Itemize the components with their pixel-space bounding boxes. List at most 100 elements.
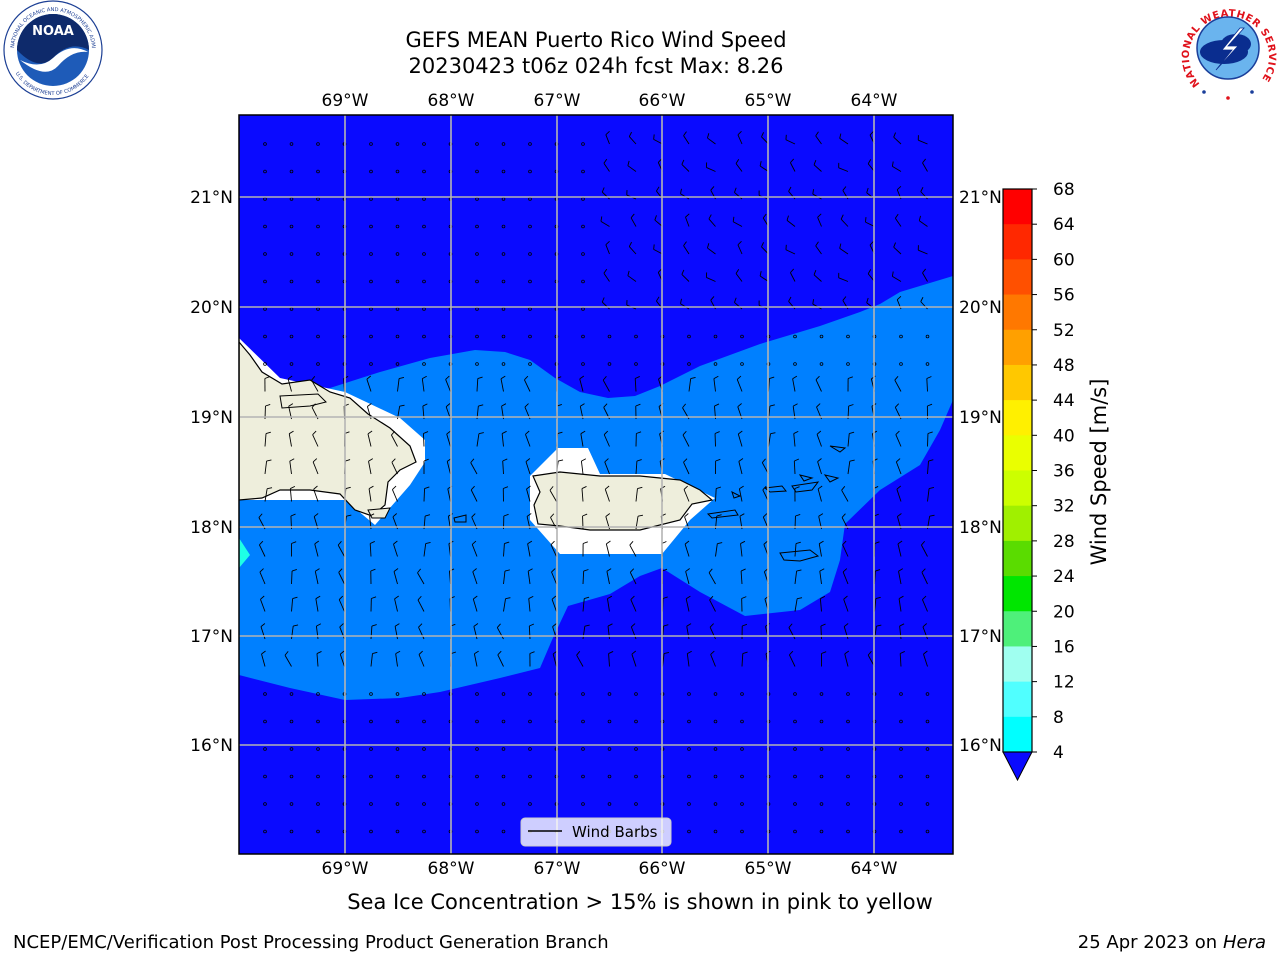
wind-barb	[926, 378, 928, 392]
wind-barb-flag	[346, 514, 352, 517]
wind-barb-flag	[866, 187, 869, 193]
wind-barb	[839, 138, 849, 145]
calm-barb	[819, 802, 824, 806]
calm-barb	[501, 142, 506, 146]
calm-barb	[369, 719, 373, 724]
wind-barb	[683, 489, 690, 502]
calm-barb	[395, 334, 400, 339]
graticule	[239, 115, 953, 854]
wind-barb-flag	[815, 375, 820, 381]
wind-barb-flag	[762, 485, 767, 491]
wind-barb-flag	[504, 569, 510, 572]
wind-barb	[284, 655, 292, 667]
wind-barb-flag	[367, 403, 372, 407]
wind-barb	[847, 461, 851, 475]
wind-barb-flag	[605, 130, 610, 136]
calm-barb	[528, 252, 532, 256]
calm-barb	[846, 774, 850, 779]
wind-barb-flag	[628, 241, 632, 247]
wind-barb	[817, 461, 822, 475]
wind-barb-flag	[656, 186, 660, 192]
wind-barb-flag	[528, 595, 534, 599]
wind-barb-flag	[627, 160, 630, 166]
wind-barb-flag	[929, 514, 935, 517]
wind-barb-flag	[524, 375, 529, 381]
calm-barb	[740, 802, 744, 806]
calm-barb	[289, 362, 294, 366]
wind-barb	[898, 598, 902, 612]
wind-barb-flag	[734, 297, 737, 303]
wind-barb	[629, 572, 637, 585]
wind-barb	[627, 165, 637, 172]
calm-barb	[899, 829, 903, 834]
wind-barb-flag	[713, 375, 719, 379]
calm-barb	[687, 774, 691, 779]
wind-barb	[838, 167, 849, 172]
wind-barb	[792, 378, 796, 392]
wind-barb-flag	[605, 513, 611, 517]
wind-barb-flag	[737, 403, 742, 408]
wind-barb-flag	[316, 623, 322, 627]
calm-barb	[925, 747, 930, 751]
wind-barb-flag	[682, 403, 687, 409]
wind-barb-flag	[898, 568, 904, 572]
wind-barb-flag	[921, 540, 926, 546]
wind-barb-flag	[471, 540, 477, 545]
wind-barb-flag	[927, 431, 933, 434]
calm-barb	[289, 829, 294, 834]
calm-barb	[475, 224, 479, 229]
calm-barb	[925, 692, 930, 696]
wind-barb-flag	[681, 159, 685, 165]
wind-barb-flag	[792, 375, 798, 380]
wind-barb	[759, 165, 769, 172]
wind-barb	[423, 488, 426, 502]
wind-barb	[523, 379, 531, 392]
colorbar-segment	[1003, 576, 1032, 612]
wind-barb-flag	[315, 568, 320, 572]
calm-barb	[316, 774, 320, 779]
wind-barb	[312, 434, 319, 447]
wind-barb-flag	[708, 568, 713, 573]
wind-barb	[391, 462, 398, 475]
wind-barb-flag	[741, 596, 747, 599]
wind-barb	[601, 191, 610, 200]
wind-barb-flag	[636, 431, 642, 434]
wind-barb	[815, 245, 822, 255]
wind-barb-flag	[922, 623, 928, 628]
colorbar-tick-label: 4	[1053, 743, 1064, 763]
wind-barb	[580, 433, 584, 447]
wind-barb	[579, 378, 584, 392]
calm-barb	[634, 334, 638, 339]
wind-barb	[552, 653, 557, 667]
wind-barb-flag	[557, 431, 563, 434]
colorbar-tick-label: 56	[1053, 286, 1075, 306]
calm-barb	[422, 802, 426, 806]
colorbar-segment	[1003, 681, 1032, 718]
wind-barb	[258, 544, 266, 557]
wind-barb-flag	[603, 158, 608, 164]
wind-barb-flag	[817, 485, 823, 490]
wind-barb	[580, 461, 584, 475]
wind-barb-flag	[714, 403, 720, 407]
wind-barb-flag	[662, 596, 668, 599]
wind-barb	[631, 654, 637, 667]
wind-barb-flag	[502, 458, 508, 462]
calm-barb	[846, 692, 850, 696]
wind-barb	[476, 433, 480, 447]
calm-barb	[395, 692, 400, 696]
wind-speed-field	[239, 115, 953, 854]
calm-barb	[713, 692, 718, 696]
wind-barb-flag	[600, 216, 603, 222]
wind-barb-flag	[686, 623, 692, 627]
calm-barb	[369, 829, 373, 834]
wind-barb-flag	[391, 430, 396, 436]
wind-barb	[635, 488, 638, 502]
wind-barb	[528, 625, 531, 640]
wind-barb	[768, 433, 771, 447]
wind-barb-flag	[653, 244, 655, 250]
wind-barb	[288, 433, 292, 447]
wind-barb-flag	[717, 542, 723, 545]
wind-barb-flag	[769, 404, 775, 407]
wind-barb-flag	[602, 376, 607, 381]
calm-barb	[263, 169, 267, 174]
